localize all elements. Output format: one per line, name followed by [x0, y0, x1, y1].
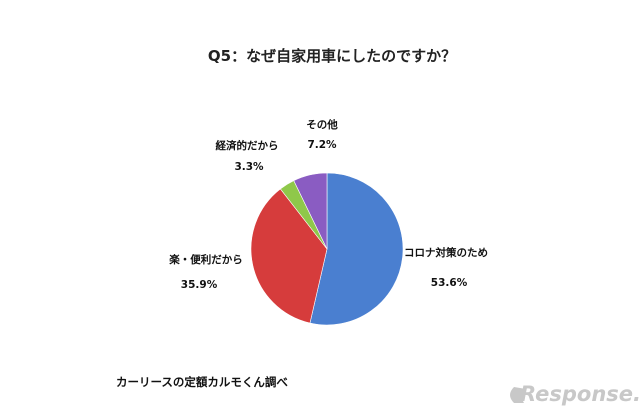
slice-label-convenient: 楽・便利だから: [168, 253, 243, 266]
response-logo-icon: [510, 387, 526, 403]
watermark-text: Response.: [520, 382, 640, 406]
pie-slice-convenient: [250, 188, 328, 324]
slice-label-group-other: その他 7.2%: [306, 118, 338, 151]
slice-label-group-economical: 経済的だから 3.3%: [216, 139, 279, 173]
pie-slices: [250, 172, 404, 326]
slice-label-group-corona: コロナ対策のため 53.6%: [404, 246, 488, 289]
chart-title: Q5：なぜ自家用車にしたのですか？: [208, 47, 456, 65]
slice-label-other: その他: [306, 118, 338, 131]
slice-value-economical: 3.3%: [234, 161, 264, 173]
source-note: カーリースの定額カルモくん調べ: [116, 375, 288, 389]
response-logo: Response.: [510, 382, 640, 406]
slice-value-corona: 53.6%: [431, 277, 468, 289]
pie-slice-other: [293, 172, 328, 250]
pie-slice-corona: [309, 172, 404, 326]
slice-label-economical: 経済的だから: [216, 139, 279, 152]
slice-value-other: 7.2%: [307, 139, 337, 151]
slice-label-corona: コロナ対策のため: [404, 246, 488, 259]
slice-label-group-convenient: 楽・便利だから 35.9%: [168, 253, 243, 291]
slice-value-convenient: 35.9%: [181, 279, 218, 291]
